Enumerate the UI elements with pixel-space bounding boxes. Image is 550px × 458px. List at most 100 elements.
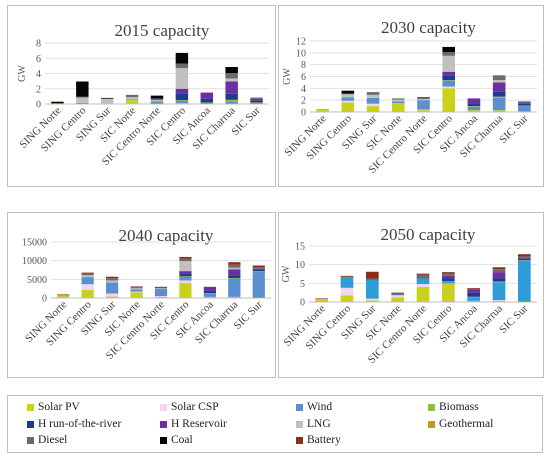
bar-segment	[340, 277, 354, 288]
bar-segment	[442, 281, 455, 284]
bar-segment	[175, 88, 189, 94]
bar-segment	[76, 96, 89, 98]
bar-segment	[76, 103, 89, 105]
bar-segment	[366, 94, 380, 98]
y-tick-label: 15	[295, 242, 305, 253]
bar-segment	[179, 280, 192, 284]
legend-label: Battery	[307, 434, 341, 446]
bar-segment	[341, 102, 355, 112]
bar-segment	[341, 94, 355, 98]
bar-segment	[81, 289, 94, 298]
bar-segment	[518, 260, 531, 302]
legend-swatch	[428, 421, 435, 428]
bar-segment	[518, 260, 531, 261]
bar-segment	[57, 295, 70, 298]
chart-title: 2030 capacity	[381, 18, 476, 37]
bar-segment	[492, 91, 506, 97]
bar-segment	[106, 296, 119, 298]
bar-segment	[125, 97, 139, 100]
bar-segment	[442, 273, 455, 276]
bar-segment	[467, 292, 480, 297]
bar-segment	[315, 298, 328, 300]
bar-segment	[417, 97, 430, 99]
bar-segment	[228, 278, 241, 297]
bar-segment	[518, 102, 531, 104]
bar-segment	[76, 97, 89, 103]
bar-segment	[340, 295, 354, 302]
bar-segment	[518, 106, 531, 112]
bar-segment	[341, 93, 355, 95]
bar-segment	[225, 93, 238, 100]
legend-swatch	[296, 421, 303, 428]
bar-segment	[518, 254, 531, 257]
legend-label: Solar PV	[38, 401, 80, 413]
bar-segment	[252, 271, 265, 298]
bar-segment	[442, 272, 455, 274]
bar-segment	[492, 269, 506, 273]
bar-segment	[130, 292, 143, 298]
y-tick-label: 10000	[22, 256, 47, 267]
bar-segment	[228, 264, 241, 268]
bar-segment	[179, 256, 192, 259]
bar-segment	[200, 102, 213, 104]
bar-segment	[442, 283, 455, 302]
bar-segment	[154, 296, 168, 297]
bar-segment	[467, 110, 481, 112]
y-tick-label: 8	[36, 39, 41, 50]
chart-panel-2040: 2040 capacity 0 5000 10000 15000 SING Norte SI…	[7, 212, 276, 378]
bar-segment	[200, 103, 213, 105]
bar-segment	[154, 287, 168, 289]
bar-segment	[340, 276, 354, 278]
bar-segment	[341, 90, 355, 94]
bar-segment	[416, 273, 430, 275]
bar-segment	[130, 287, 143, 289]
legend-label: Diesel	[38, 434, 68, 446]
bar-segment	[417, 110, 430, 112]
bar-segment	[81, 275, 94, 278]
bar-segment	[417, 97, 430, 98]
chart-panel-2030: 2030 capacity 0 2 4 6 8 10 12 GW SING Norte SING C…	[278, 5, 544, 187]
bar-segment	[150, 101, 164, 104]
bar-segment	[81, 284, 94, 290]
bar-segment	[467, 106, 481, 111]
bar-segment	[442, 80, 456, 81]
bar-segment	[391, 103, 405, 112]
bar-segment	[417, 100, 430, 110]
bar-segment	[130, 288, 143, 290]
bar-segment	[252, 268, 265, 270]
bar-segment	[442, 52, 456, 56]
bar-segment	[175, 63, 189, 69]
bar-segment	[76, 81, 89, 97]
bar-segment	[179, 283, 192, 298]
bar-segment	[252, 269, 265, 272]
y-tick-label: 6	[36, 54, 41, 65]
bar-segment	[492, 75, 506, 81]
x-tick-label: SIC Sur	[497, 112, 531, 146]
bar-segment	[391, 101, 405, 104]
bar-segment	[252, 271, 265, 272]
bar-segment	[391, 292, 404, 294]
bar-segment	[366, 278, 379, 280]
bar-segment	[467, 289, 480, 293]
bar-segment	[366, 106, 380, 112]
bar-segment	[228, 267, 241, 270]
bar-segment	[467, 300, 480, 302]
bar-segment	[150, 95, 164, 99]
y-tick-label: 0	[300, 298, 305, 309]
bar-segment	[252, 297, 265, 299]
bar-segment	[518, 101, 531, 103]
bar-segment	[340, 275, 354, 277]
bar-segment	[518, 256, 531, 258]
bar-segment	[366, 300, 379, 302]
legend-label: Biomass	[439, 401, 479, 413]
legend-label: LNG	[307, 418, 331, 430]
bar-segment	[366, 271, 379, 279]
bar-segment	[203, 296, 216, 298]
bar-segment	[492, 278, 506, 282]
y-tick-label: 5000	[27, 275, 47, 286]
bar-segment	[150, 100, 164, 102]
y-tick-label: 0	[42, 294, 47, 305]
bar-segment	[391, 294, 404, 296]
